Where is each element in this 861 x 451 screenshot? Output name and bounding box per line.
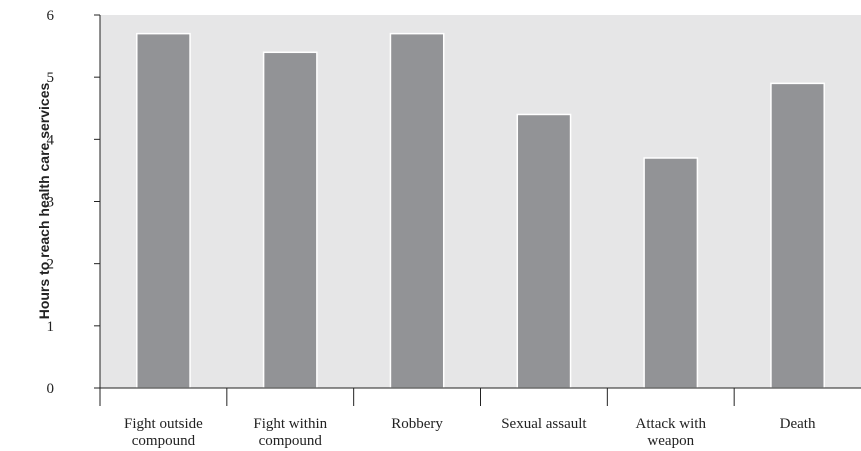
bar xyxy=(516,113,572,389)
y-tick-label: 0 xyxy=(47,381,55,397)
plot-area xyxy=(100,15,861,388)
y-tick-label: 2 xyxy=(47,257,55,273)
y-axis-title: Hours to reach health care services xyxy=(36,83,52,320)
x-category-label: Sexual assault xyxy=(501,416,587,432)
x-category-label: Attack with weapon xyxy=(636,416,707,449)
y-tick-label: 3 xyxy=(47,195,55,211)
bar xyxy=(770,82,825,389)
y-tick-label: 4 xyxy=(47,132,55,148)
bar xyxy=(262,51,318,389)
bars-group xyxy=(136,32,825,389)
bar xyxy=(389,32,445,389)
bar xyxy=(136,32,191,389)
y-tick-label: 5 xyxy=(47,70,55,86)
x-axis-ticks: Fight outside compound Fight within compoun… xyxy=(99,388,816,449)
y-tick-label: 6 xyxy=(47,8,55,24)
x-category-label: Fight outside compound xyxy=(124,416,203,449)
x-category-label: Robbery xyxy=(391,416,443,432)
y-axis-ticks: 0 1 2 3 4 5 6 xyxy=(47,8,100,397)
bar xyxy=(643,157,699,389)
y-tick-label: 1 xyxy=(47,319,55,335)
x-category-label: Death xyxy=(780,416,816,432)
x-category-label: Fight within compound xyxy=(253,416,327,449)
